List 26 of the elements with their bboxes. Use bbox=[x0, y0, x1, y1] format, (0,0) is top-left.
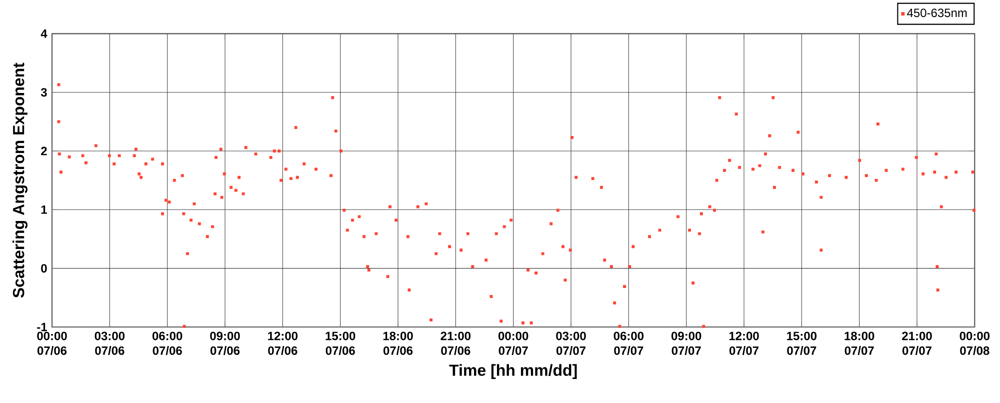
y-axis-title: Scattering Angstrom Exponent bbox=[12, 62, 28, 298]
x-tick-label: 06:00 07/06 bbox=[152, 332, 182, 355]
x-axis-title: Time [hh mm/dd] bbox=[449, 364, 577, 380]
y-tick-label: -1 bbox=[37, 322, 47, 332]
y-tick-label: 0 bbox=[41, 264, 47, 273]
y-tick-label: 1 bbox=[41, 206, 47, 214]
x-tick-label: 15:00 07/06 bbox=[326, 332, 356, 355]
x-tick-label: 09:00 07/06 bbox=[210, 332, 240, 355]
x-tick-label: 03:00 07/06 bbox=[94, 332, 125, 355]
x-tick-label: 06:00 07/07 bbox=[614, 332, 644, 355]
y-tick-label: 3 bbox=[40, 88, 47, 97]
x-tick-label: 12:00 07/07 bbox=[729, 332, 759, 355]
x-tick-label: 18:00 07/06 bbox=[383, 332, 413, 355]
x-tick-label: 21:00 07/07 bbox=[902, 332, 932, 355]
x-tick-label: 00:00 07/08 bbox=[960, 332, 990, 355]
x-tick-label: 21:00 07/06 bbox=[440, 332, 471, 355]
x-tick-label: 15:00 07/07 bbox=[787, 332, 817, 355]
x-tick-label: 00:00 07/06 bbox=[37, 332, 67, 355]
x-tick-label: 18:00 07/07 bbox=[844, 332, 874, 355]
y-tick-label: 2 bbox=[41, 146, 47, 156]
legend-label: 450-635nm bbox=[907, 8, 967, 18]
x-tick-label: 12:00 07/06 bbox=[268, 332, 298, 355]
x-tick-label: 00:00 07/07 bbox=[498, 332, 528, 355]
x-tick-label: 09:00 07/07 bbox=[671, 332, 702, 355]
y-tick-label: 4 bbox=[40, 30, 48, 38]
x-tick-label: 03:00 07/07 bbox=[556, 332, 586, 355]
